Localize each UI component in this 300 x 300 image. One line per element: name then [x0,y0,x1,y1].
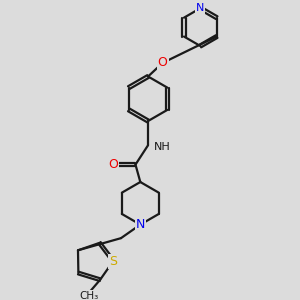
Text: N: N [196,3,205,13]
Text: S: S [109,255,117,268]
Text: CH₃: CH₃ [79,291,98,300]
Text: N: N [136,218,145,231]
Text: O: O [158,56,167,69]
Text: O: O [108,158,118,171]
Text: NH: NH [153,142,170,152]
